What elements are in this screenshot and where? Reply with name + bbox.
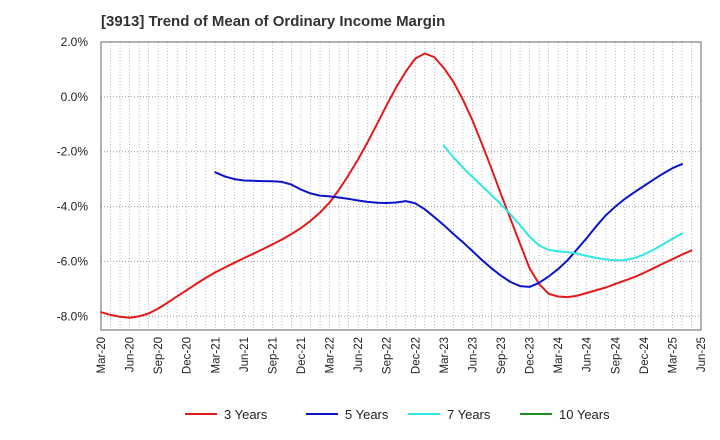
y-tick-label: -8.0% [57, 309, 89, 323]
x-tick-label: Sep-20 [153, 337, 165, 374]
x-tick-label: Mar-23 [439, 337, 451, 373]
x-axis-ticks: Mar-20 Jun-20 Sep-20 Dec-20 Mar-21 Jun-21 Sep-… [96, 336, 708, 374]
plot-area [100, 41, 702, 331]
series-layer [100, 52, 693, 319]
y-tick-label: 0.0% [61, 90, 89, 104]
legend-label: 3 Years [224, 407, 268, 422]
x-tick-label: Sep-24 [610, 336, 622, 374]
grid-layer [100, 41, 702, 330]
y-axis-ticks: 2.0% 0.0% -2.0% -4.0% -6.0% -8.0% [57, 35, 89, 323]
x-tick-label: Dec-21 [296, 337, 308, 374]
series-line-7-years [442, 144, 683, 262]
x-tick-label: Jun-22 [353, 337, 365, 372]
legend-label: 10 Years [559, 407, 610, 422]
series-line-5-years [214, 163, 683, 288]
x-tick-label: Dec-20 [182, 337, 194, 374]
x-tick-label: Sep-23 [496, 337, 508, 374]
legend: 3 Years 5 Years 7 Years 10 Years [185, 407, 610, 422]
x-tick-label: Mar-24 [553, 336, 565, 373]
x-tick-label: Jun-21 [239, 337, 251, 372]
legend-label: 5 Years [345, 407, 389, 422]
x-tick-label: Jun-24 [582, 336, 594, 372]
x-tick-label: Sep-21 [267, 337, 279, 374]
y-tick-label: -2.0% [57, 145, 89, 159]
x-tick-label: Sep-22 [382, 337, 394, 374]
x-tick-label: Dec-22 [410, 337, 422, 374]
series-line-3-years [100, 52, 693, 319]
x-tick-label: Mar-21 [210, 337, 222, 373]
x-tick-label: Jun-23 [467, 337, 479, 372]
y-tick-label: -6.0% [57, 254, 89, 268]
x-tick-label: Jun-20 [125, 337, 137, 372]
x-tick-label: Mar-22 [325, 337, 337, 373]
x-tick-label: Dec-23 [525, 337, 537, 374]
chart-title: [3913] Trend of Mean of Ordinary Income … [101, 13, 446, 30]
x-tick-label: Mar-25 [667, 337, 679, 373]
y-tick-label: 2.0% [61, 35, 89, 49]
x-tick-label: Dec-24 [639, 336, 651, 374]
legend-label: 7 Years [447, 407, 491, 422]
x-tick-label: Jun-25 [696, 337, 708, 372]
x-tick-label: Mar-20 [96, 337, 108, 373]
y-tick-label: -4.0% [57, 200, 89, 214]
